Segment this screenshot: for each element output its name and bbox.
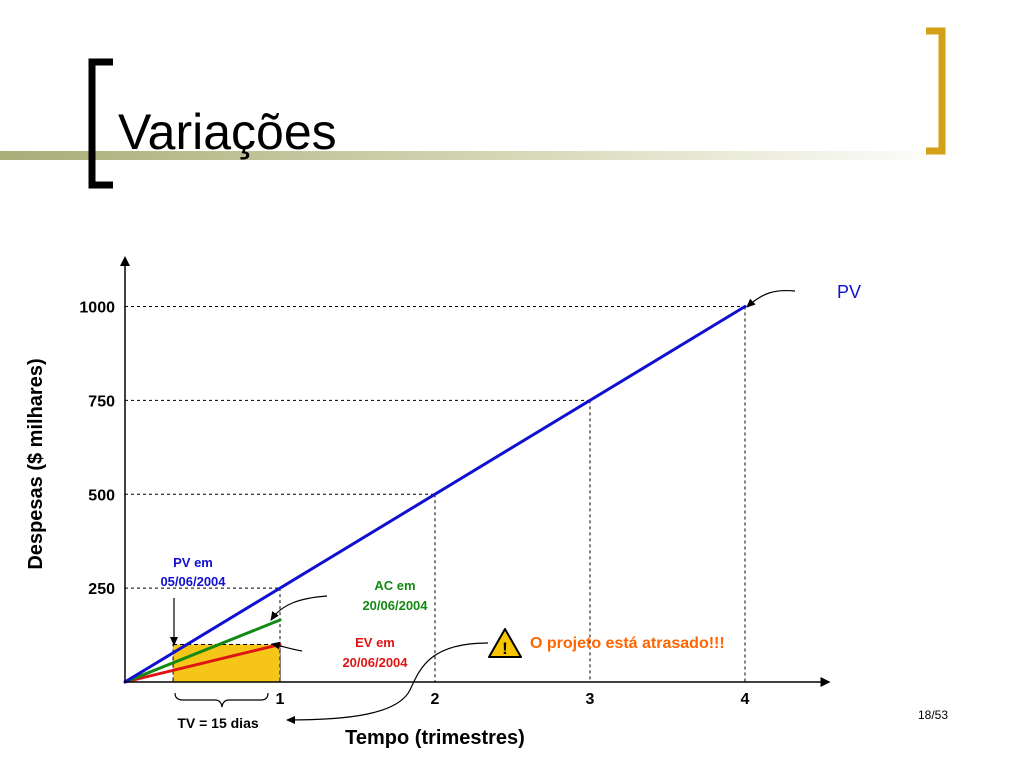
x-tick-label: 3 bbox=[586, 691, 595, 708]
warning-text: O projeto está atrasado!!! bbox=[530, 635, 725, 652]
y-axis-arrow bbox=[120, 256, 130, 266]
series-ac-line bbox=[123, 618, 282, 684]
ac-em-label-line2: 20/06/2004 bbox=[362, 598, 428, 613]
svg-text:!: ! bbox=[502, 639, 508, 658]
x-axis-arrow bbox=[820, 677, 831, 687]
ev-em-label-line2: 20/06/2004 bbox=[342, 655, 408, 670]
ac-em-label-line1: AC em bbox=[374, 578, 415, 593]
page-number: 18/53 bbox=[918, 708, 949, 722]
y-tick-label: 1000 bbox=[79, 300, 115, 317]
tv-brace bbox=[174, 692, 269, 708]
tick-labels: 1 2 3 4 250 500 750 1000 bbox=[79, 300, 749, 709]
left-bracket bbox=[88, 58, 113, 189]
tv-label: TV = 15 dias bbox=[177, 715, 259, 731]
series-layer bbox=[123, 305, 747, 684]
pv-em-label-line2: 05/06/2004 bbox=[160, 574, 226, 589]
y-tick-label: 750 bbox=[88, 393, 115, 410]
pv-pointer-arrow bbox=[746, 289, 796, 308]
slide-title: Variações bbox=[118, 104, 337, 160]
pv-series-label: PV bbox=[837, 282, 861, 302]
warning-icon: ! bbox=[488, 628, 522, 658]
title-band bbox=[0, 151, 960, 160]
ev-em-arrow bbox=[271, 641, 303, 652]
ev-em-label-line1: EV em bbox=[355, 635, 395, 650]
tv-region bbox=[172, 643, 281, 683]
right-bracket bbox=[926, 27, 946, 155]
series-ev-line bbox=[123, 642, 282, 684]
x-axis-label: Tempo (trimestres) bbox=[345, 727, 525, 749]
axes bbox=[120, 256, 831, 687]
y-tick-label: 250 bbox=[88, 581, 115, 598]
y-axis-label: Despesas ($ milhares) bbox=[25, 358, 47, 569]
warning-to-tv-arrow bbox=[286, 642, 489, 724]
x-tick-label: 4 bbox=[741, 691, 750, 708]
series-pv-line bbox=[123, 305, 747, 684]
pv-em-label-line1: PV em bbox=[173, 555, 213, 570]
x-tick-label: 1 bbox=[276, 691, 285, 708]
y-tick-label: 500 bbox=[88, 487, 115, 504]
x-tick-label: 2 bbox=[431, 691, 440, 708]
ac-em-arrow bbox=[270, 595, 328, 621]
